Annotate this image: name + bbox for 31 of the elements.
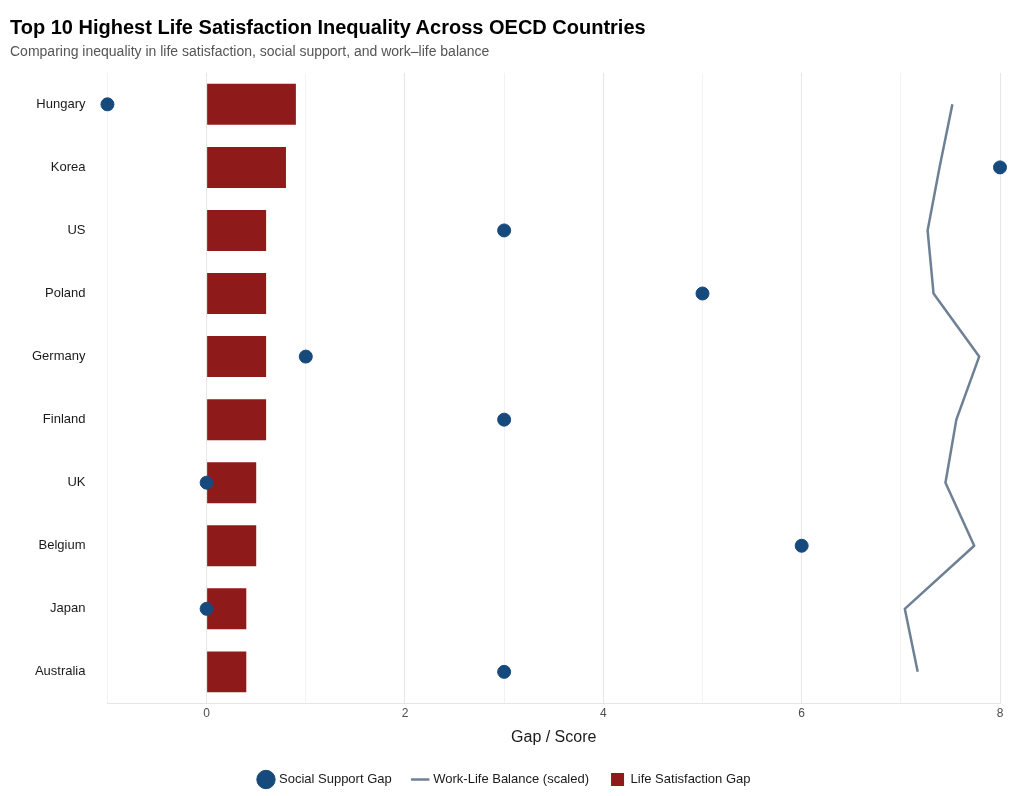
point: [497, 412, 512, 427]
y-tick-label: Poland: [44, 285, 86, 301]
point: [199, 475, 214, 490]
point: [794, 538, 809, 553]
x-tick-label: 2: [401, 705, 409, 720]
y-tick-label: Hungary: [36, 95, 86, 111]
y-tick-label: Belgium: [38, 537, 86, 553]
x-tick-label: 6: [798, 705, 806, 720]
point: [497, 664, 512, 679]
x-tick-label: 4: [599, 705, 607, 720]
legend-label: Life Satisfaction Gap: [630, 771, 751, 787]
point: [497, 223, 512, 238]
point: [298, 349, 313, 364]
y-tick-label: US: [67, 222, 86, 238]
y-tick-label: Korea: [50, 158, 87, 174]
y-tick-label: Germany: [31, 348, 86, 364]
x-tick-label: 8: [996, 705, 1004, 720]
legend-label: Social Support Gap: [278, 771, 392, 787]
y-tick-label: UK: [67, 474, 86, 490]
point: [100, 97, 115, 112]
point: [695, 286, 710, 301]
y-tick-label: Australia: [34, 663, 87, 679]
chart-title: Top 10 Highest Life Satisfaction Inequality Across OECD Countries: [10, 15, 646, 38]
x-tick-label: 0: [203, 705, 211, 720]
point: [199, 601, 214, 616]
point: [993, 160, 1007, 175]
legend-label: Work-Life Balance (scaled): [433, 771, 590, 787]
y-tick-label: Japan: [50, 600, 86, 616]
x-axis-title: Gap / Score: [511, 727, 597, 745]
y-tick-label: Finland: [42, 411, 86, 427]
chart-subtitle: Comparing inequality in life satisfaction, social support, and work–life balance: [10, 43, 490, 60]
